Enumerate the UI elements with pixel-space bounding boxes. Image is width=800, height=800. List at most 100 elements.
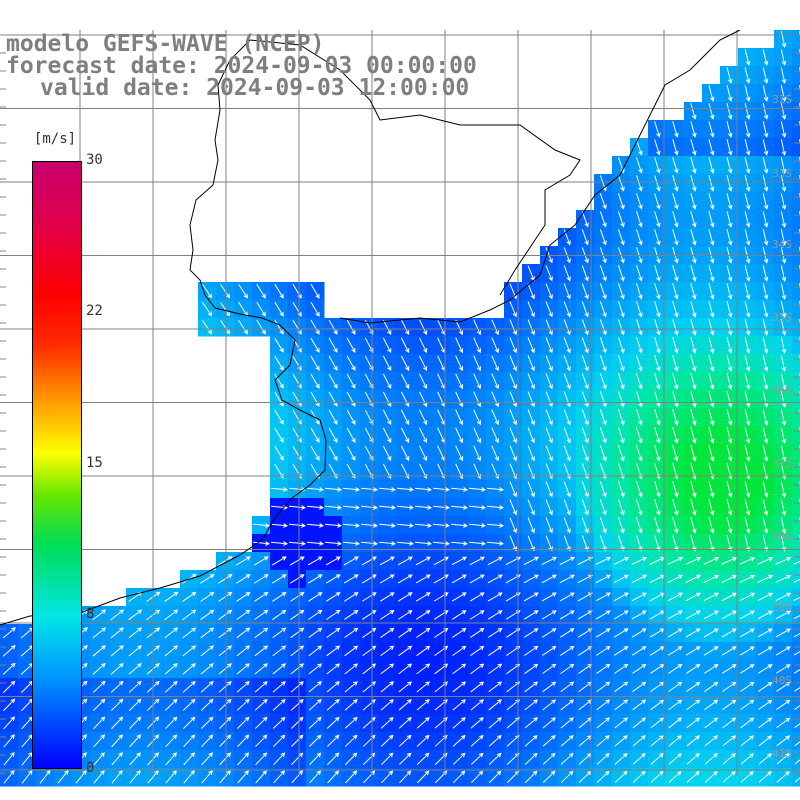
wind-vector: [668, 663, 683, 674]
wind-vector: [217, 556, 233, 566]
wind-vector: [739, 610, 755, 620]
wind-speed-cell: [792, 48, 800, 67]
wind-vector: [400, 319, 410, 336]
wind-vector: [617, 229, 625, 246]
wind-vector: [708, 517, 715, 534]
wind-vector: [290, 663, 305, 675]
lat-label: 34S: [772, 238, 792, 251]
wind-vector: [708, 409, 715, 426]
wind-vector: [708, 445, 715, 462]
wind-vector: [345, 770, 358, 784]
wind-vector: [509, 373, 517, 390]
forecast-date: forecast date: 2024-09-03 00:00:00: [6, 53, 477, 79]
wind-vector: [617, 265, 625, 282]
wind-vector: [617, 301, 625, 318]
wind-vector: [726, 373, 733, 390]
wind-vector: [762, 85, 769, 102]
wind-vector: [308, 627, 323, 639]
wind-vector: [382, 319, 392, 336]
wind-vector: [708, 427, 715, 444]
wind-vector: [326, 734, 340, 747]
wind-vector: [308, 681, 322, 693]
wind-vector: [708, 193, 715, 210]
wind-vector: [491, 337, 500, 354]
wind-vector: [744, 481, 751, 498]
coastline: [0, 29, 741, 626]
wind-vector: [740, 681, 755, 692]
wind-vector: [775, 646, 791, 656]
wind-vector: [523, 556, 540, 566]
wind-vector: [762, 283, 769, 300]
wind-speed-cell: [792, 552, 800, 571]
wind-vector: [326, 681, 340, 693]
wind-vector: [563, 427, 571, 444]
wind-vector: [614, 735, 628, 747]
wind-vector: [236, 681, 250, 693]
wind-vector: [744, 85, 751, 102]
wind-vector: [432, 505, 450, 510]
wind-vector: [708, 139, 715, 156]
wind-vector: [703, 628, 719, 638]
wind-vector: [473, 445, 482, 462]
wind-vector: [527, 535, 535, 552]
wind-vector: [419, 427, 428, 444]
wind-vector: [744, 103, 751, 120]
wind-vector: [757, 664, 773, 674]
wind-vector: [672, 229, 679, 246]
wind-vector: [744, 193, 751, 210]
wind-vector: [290, 698, 304, 711]
wind-vector: [272, 681, 286, 693]
wind-vector: [164, 663, 178, 675]
wind-vector: [473, 319, 482, 336]
wind-vector: [255, 734, 268, 748]
wind-vector: [613, 610, 629, 620]
wind-vector: [780, 157, 787, 174]
wind-vector: [201, 752, 214, 766]
wind-vector: [182, 680, 196, 693]
wind-vector: [416, 716, 430, 729]
wind-vector: [219, 752, 232, 766]
wind-vector: [617, 355, 625, 372]
wind-vector: [560, 645, 575, 656]
lat-label: 40S: [772, 674, 792, 687]
wind-vector: [328, 319, 338, 335]
wind-vector: [617, 373, 625, 390]
wind-vector: [775, 610, 792, 620]
wind-speed-cell: [792, 642, 800, 661]
wind-vector: [509, 409, 517, 426]
wind-vector: [563, 517, 571, 534]
wind-vector: [668, 699, 683, 711]
wind-vector: [654, 337, 661, 354]
wind-vector: [744, 337, 751, 354]
wind-vector: [344, 734, 358, 747]
wind-vector: [721, 628, 737, 638]
wind-vector: [672, 517, 679, 534]
wind-vector: [470, 699, 484, 711]
wind-vector: [325, 556, 341, 566]
wind-vector: [776, 735, 791, 747]
wind-vector: [452, 734, 466, 747]
wind-vector: [581, 481, 589, 498]
wind-vector: [509, 535, 517, 552]
wind-vector: [672, 391, 679, 408]
wind-vector: [793, 669, 800, 674]
wind-vector: [450, 523, 468, 528]
wind-vector: [744, 283, 751, 300]
wind-vector: [613, 592, 629, 602]
wind-vector: [307, 556, 323, 566]
wind-vector: [744, 139, 751, 156]
wind-vector: [491, 373, 500, 390]
wind-vector: [650, 770, 664, 783]
wind-vector: [382, 337, 392, 354]
wind-vector: [739, 556, 756, 565]
wind-speed-cell: [792, 336, 800, 355]
wind-vector: [200, 574, 215, 584]
wind-vector: [414, 541, 432, 546]
wind-vector: [780, 499, 787, 516]
wind-vector: [310, 301, 320, 317]
wind-vector: [129, 770, 141, 784]
wind-vector: [614, 663, 629, 674]
wind-vector: [672, 175, 679, 192]
wind-vector: [793, 614, 800, 620]
wind-vector: [346, 445, 356, 461]
